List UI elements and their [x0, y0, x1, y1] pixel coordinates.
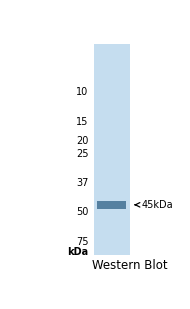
Bar	[94, 44, 130, 255]
Text: 50: 50	[76, 207, 89, 217]
Text: 20: 20	[76, 136, 89, 146]
Bar	[97, 201, 126, 209]
Text: kDa: kDa	[67, 248, 89, 257]
Text: 25: 25	[76, 149, 89, 159]
Text: 37: 37	[76, 178, 89, 188]
Text: 45kDa: 45kDa	[142, 200, 173, 210]
Text: 75: 75	[76, 237, 89, 247]
Text: 15: 15	[76, 116, 89, 127]
Text: 10: 10	[76, 87, 89, 97]
Text: Western Blot: Western Blot	[92, 259, 168, 272]
